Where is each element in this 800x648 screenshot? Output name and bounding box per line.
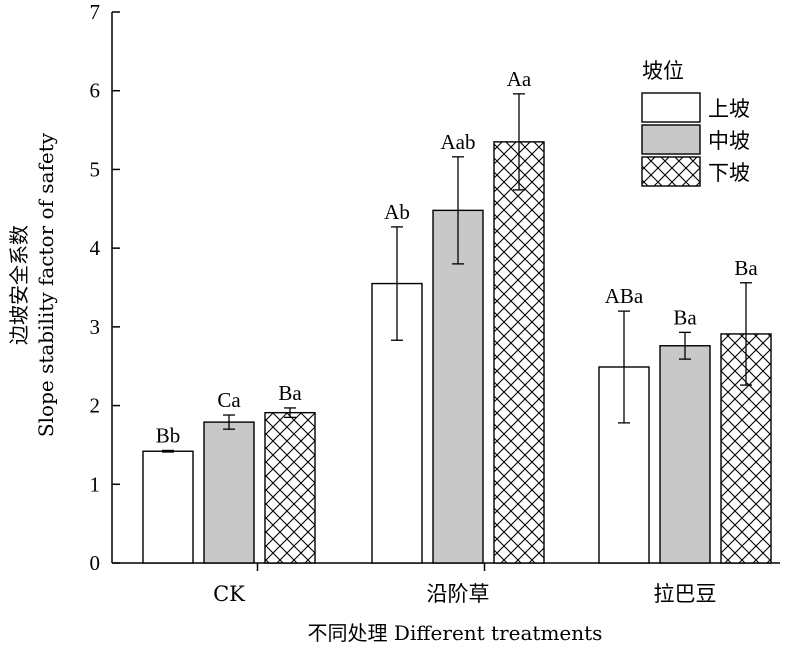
legend-label: 下坡 xyxy=(708,161,750,185)
y-tick-label: 4 xyxy=(90,236,101,260)
x-tick-label: 拉巴豆 xyxy=(654,582,717,606)
data-label: Ab xyxy=(384,200,410,224)
legend-swatch xyxy=(641,92,701,123)
bar xyxy=(264,411,316,564)
legend-label: 上坡 xyxy=(708,97,750,121)
bar xyxy=(203,421,255,564)
y-tick-label: 7 xyxy=(90,0,101,24)
y-axis-title-cn: 边坡安全系数 xyxy=(7,225,31,345)
data-label: Bb xyxy=(156,423,181,447)
data-label: Ba xyxy=(278,381,302,405)
y-tick-label: 1 xyxy=(90,472,101,496)
x-tick-label: CK xyxy=(213,582,245,606)
y-tick-label: 3 xyxy=(90,315,101,339)
y-tick-label: 0 xyxy=(90,551,101,575)
data-label: Ba xyxy=(673,305,697,329)
data-label: Ba xyxy=(734,256,758,280)
data-label: Ca xyxy=(217,388,241,412)
y-tick-label: 2 xyxy=(90,394,101,418)
y-axis-title-en: Slope stability factor of safety xyxy=(34,132,58,437)
y-tick-label: 6 xyxy=(90,79,101,103)
data-label: Aab xyxy=(441,130,476,154)
x-tick-label: 沿阶草 xyxy=(427,582,490,606)
x-axis-title: 不同处理 Different treatments xyxy=(308,621,603,645)
plot-area: 0 1 2 3 4 5 6 7 CK 沿阶草 拉巴豆 Bb Ab ABa Ca Aab Ba Ba Aa Ba xyxy=(90,0,780,606)
data-label: ABa xyxy=(605,284,644,308)
legend-swatch xyxy=(641,124,701,155)
y-tick-label: 5 xyxy=(90,157,101,181)
bar xyxy=(142,450,194,564)
bar xyxy=(659,345,711,564)
legend-label: 中坡 xyxy=(708,129,750,153)
bar xyxy=(493,141,545,564)
legend-title: 坡位 xyxy=(642,59,684,83)
legend-swatch xyxy=(641,156,701,187)
data-label: Aa xyxy=(507,67,532,91)
